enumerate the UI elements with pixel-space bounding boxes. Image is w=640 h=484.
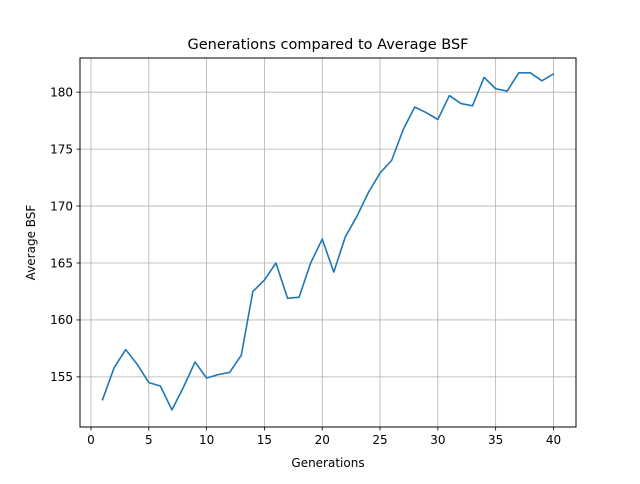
y-tick-label: 160 (50, 313, 73, 327)
x-tick-label: 0 (87, 433, 95, 447)
x-tick-label: 20 (315, 433, 330, 447)
y-tick-label: 175 (50, 142, 73, 156)
x-tick-label: 25 (372, 433, 387, 447)
x-tick-label: 5 (145, 433, 153, 447)
x-tick-label: 35 (488, 433, 503, 447)
x-tick-label: 15 (257, 433, 272, 447)
y-axis-label: Average BSF (24, 205, 38, 281)
x-tick-label: 30 (430, 433, 445, 447)
x-tick-label: 40 (546, 433, 561, 447)
chart-title: Generations compared to Average BSF (187, 37, 468, 53)
y-tick-label: 170 (50, 199, 73, 213)
y-tick-label: 180 (50, 85, 73, 99)
x-axis-label: Generations (291, 456, 364, 470)
x-tick-label: 10 (199, 433, 214, 447)
y-tick-label: 165 (50, 256, 73, 270)
y-tick-label: 155 (50, 370, 73, 384)
